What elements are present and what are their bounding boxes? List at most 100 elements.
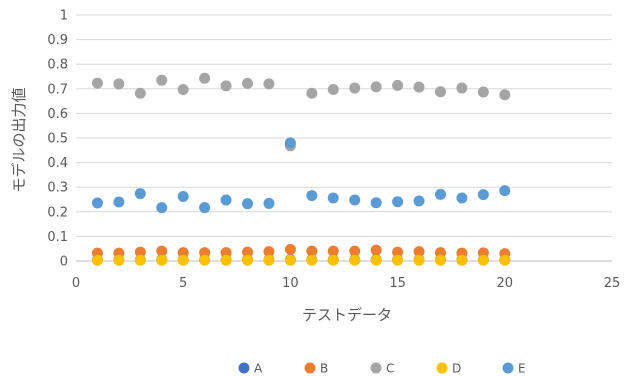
x-axis-title: テストデータ bbox=[302, 306, 392, 324]
y-tick-label: 0.9 bbox=[47, 33, 68, 48]
x-tick-label: 0 bbox=[72, 276, 80, 291]
data-point bbox=[220, 194, 232, 206]
data-point bbox=[263, 254, 275, 266]
data-point bbox=[413, 254, 425, 266]
data-point bbox=[434, 188, 446, 200]
data-point bbox=[413, 246, 425, 258]
data-point bbox=[284, 137, 296, 149]
legend-label: B bbox=[320, 362, 328, 376]
data-point bbox=[284, 254, 296, 266]
gridlines bbox=[76, 14, 612, 262]
y-tick-label: 0.5 bbox=[47, 132, 68, 147]
legend-label: E bbox=[518, 362, 526, 376]
legend: A B C D E bbox=[238, 362, 526, 376]
data-point bbox=[220, 80, 232, 92]
data-point bbox=[477, 254, 489, 266]
series-B bbox=[91, 243, 511, 260]
data-point bbox=[113, 254, 125, 266]
data-point bbox=[456, 254, 468, 266]
y-tick-label: 0.8 bbox=[47, 58, 68, 73]
series-E bbox=[91, 137, 511, 214]
data-point bbox=[456, 192, 468, 204]
x-tick-label: 25 bbox=[604, 276, 621, 291]
data-point bbox=[242, 198, 254, 210]
series-D bbox=[91, 254, 511, 266]
data-point bbox=[177, 254, 189, 266]
data-point bbox=[156, 74, 168, 86]
data-point bbox=[434, 254, 446, 266]
data-point bbox=[91, 197, 103, 209]
data-point bbox=[306, 190, 318, 202]
data-point bbox=[413, 81, 425, 93]
y-tick-label: 0.7 bbox=[47, 82, 68, 97]
x-tick-label: 10 bbox=[282, 276, 299, 291]
data-point bbox=[242, 77, 254, 89]
data-point bbox=[499, 254, 511, 266]
data-point bbox=[370, 254, 382, 266]
series-A bbox=[91, 254, 511, 266]
data-point bbox=[349, 82, 361, 94]
data-point bbox=[306, 87, 318, 99]
data-point bbox=[370, 244, 382, 256]
data-point bbox=[91, 77, 103, 89]
data-point bbox=[434, 247, 446, 259]
data-point bbox=[91, 254, 103, 266]
data-point bbox=[327, 192, 339, 204]
data-point bbox=[306, 254, 318, 266]
data-point bbox=[220, 247, 232, 259]
x-tick-label: 15 bbox=[389, 276, 406, 291]
y-axis-ticks: 0 0.1 0.2 0.3 0.4 0.5 0.6 0.7 0.8 0.9 1 bbox=[47, 9, 68, 270]
x-tick-label: 5 bbox=[179, 276, 187, 291]
legend-marker bbox=[502, 362, 514, 374]
data-point bbox=[199, 202, 211, 214]
data-point bbox=[242, 254, 254, 266]
data-point bbox=[392, 254, 404, 266]
legend-label: A bbox=[254, 362, 263, 376]
data-point bbox=[327, 84, 339, 96]
data-point bbox=[156, 245, 168, 257]
data-point bbox=[370, 81, 382, 93]
data-point bbox=[113, 196, 125, 208]
data-point bbox=[199, 247, 211, 259]
data-point bbox=[113, 78, 125, 90]
data-point bbox=[349, 254, 361, 266]
y-tick-label: 0 bbox=[60, 255, 68, 270]
data-point bbox=[242, 246, 254, 258]
data-point bbox=[392, 79, 404, 91]
data-point bbox=[134, 188, 146, 200]
legend-label: C bbox=[386, 362, 394, 376]
data-point bbox=[392, 246, 404, 258]
y-tick-label: 0.3 bbox=[47, 181, 68, 196]
y-tick-label: 0.1 bbox=[47, 230, 68, 245]
data-point bbox=[177, 84, 189, 96]
data-point bbox=[284, 243, 296, 255]
data-point bbox=[220, 254, 232, 266]
data-point bbox=[456, 82, 468, 94]
data-point bbox=[177, 247, 189, 259]
data-point bbox=[134, 87, 146, 99]
data-point bbox=[477, 86, 489, 98]
data-point bbox=[177, 191, 189, 203]
data-point bbox=[199, 254, 211, 266]
data-point bbox=[156, 202, 168, 214]
legend-marker bbox=[238, 362, 250, 374]
data-point bbox=[413, 195, 425, 207]
data-points bbox=[91, 72, 511, 266]
data-point bbox=[327, 254, 339, 266]
data-point bbox=[392, 196, 404, 208]
x-axis-ticks: 0 5 10 15 20 25 bbox=[72, 276, 620, 291]
data-point bbox=[134, 246, 146, 258]
y-tick-label: 1 bbox=[60, 9, 68, 24]
data-point bbox=[306, 245, 318, 257]
y-tick-label: 0.2 bbox=[47, 205, 68, 220]
data-point bbox=[349, 245, 361, 257]
data-point bbox=[263, 197, 275, 209]
legend-label: D bbox=[452, 362, 461, 376]
y-tick-label: 0.4 bbox=[47, 156, 68, 171]
x-tick-label: 20 bbox=[497, 276, 514, 291]
legend-marker bbox=[304, 362, 316, 374]
data-point bbox=[156, 254, 168, 266]
data-point bbox=[199, 72, 211, 84]
data-point bbox=[370, 197, 382, 209]
data-point bbox=[499, 185, 511, 197]
